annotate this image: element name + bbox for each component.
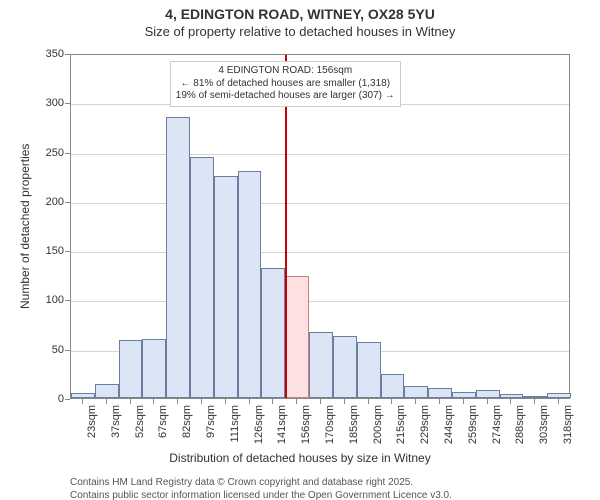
x-tick-mark xyxy=(225,399,226,404)
gridline xyxy=(71,252,569,253)
histogram-bar xyxy=(119,340,143,398)
y-tick-label: 150 xyxy=(24,245,64,257)
x-tick-mark xyxy=(82,399,83,404)
histogram-bar xyxy=(309,332,333,398)
histogram-bar xyxy=(452,392,476,398)
histogram-plot: 4 EDINGTON ROAD: 156sqm ← 81% of detache… xyxy=(70,54,570,399)
x-tick-mark xyxy=(487,399,488,404)
histogram-bar xyxy=(523,396,547,398)
x-tick-mark xyxy=(368,399,369,404)
x-tick-mark xyxy=(130,399,131,404)
x-tick-mark xyxy=(463,399,464,404)
annotation-box: 4 EDINGTON ROAD: 156sqm ← 81% of detache… xyxy=(170,61,401,107)
histogram-bar xyxy=(238,171,262,398)
histogram-bar xyxy=(357,342,381,398)
y-tick-label: 250 xyxy=(24,147,64,159)
x-tick-mark xyxy=(534,399,535,404)
x-tick-mark xyxy=(153,399,154,404)
y-tick-label: 300 xyxy=(24,97,64,109)
y-axis-label: Number of detached properties xyxy=(18,144,32,309)
x-tick-mark xyxy=(415,399,416,404)
footnote-line-1: Contains HM Land Registry data © Crown c… xyxy=(70,477,452,490)
x-tick-mark xyxy=(106,399,107,404)
histogram-bar xyxy=(166,117,190,398)
histogram-bar xyxy=(500,394,524,398)
page-subtitle: Size of property relative to detached ho… xyxy=(0,24,600,39)
x-axis-label: Distribution of detached houses by size … xyxy=(0,451,600,465)
x-tick-mark xyxy=(201,399,202,404)
histogram-bar xyxy=(95,384,119,398)
y-tick-label: 0 xyxy=(24,393,64,405)
histogram-bar xyxy=(261,268,285,398)
annotation-line-1: 4 EDINGTON ROAD: 156sqm xyxy=(176,65,395,78)
gridline xyxy=(71,203,569,204)
x-tick-mark xyxy=(249,399,250,404)
x-tick-mark xyxy=(177,399,178,404)
annotation-line-2: ← 81% of detached houses are smaller (1,… xyxy=(176,78,395,91)
footnote: Contains HM Land Registry data © Crown c… xyxy=(70,477,452,500)
y-tick-label: 50 xyxy=(24,344,64,356)
x-tick-mark xyxy=(391,399,392,404)
footnote-line-2: Contains public sector information licen… xyxy=(70,490,452,500)
histogram-bar xyxy=(404,386,428,398)
x-tick-mark xyxy=(510,399,511,404)
x-tick-mark xyxy=(344,399,345,404)
page-title: 4, EDINGTON ROAD, WITNEY, OX28 5YU xyxy=(0,6,600,22)
histogram-bar xyxy=(476,390,500,398)
histogram-bar xyxy=(142,339,166,398)
histogram-bar xyxy=(333,336,357,398)
x-tick-mark xyxy=(558,399,559,404)
y-tick-label: 200 xyxy=(24,196,64,208)
histogram-bar xyxy=(214,176,238,398)
gridline xyxy=(71,154,569,155)
x-tick-mark xyxy=(439,399,440,404)
histogram-bar xyxy=(428,388,452,398)
histogram-bar xyxy=(547,393,571,398)
histogram-bar xyxy=(190,157,214,399)
y-tick-label: 350 xyxy=(24,48,64,60)
gridline xyxy=(71,301,569,302)
y-tick-label: 100 xyxy=(24,294,64,306)
x-tick-mark xyxy=(296,399,297,404)
histogram-bar xyxy=(285,276,309,398)
x-tick-mark xyxy=(272,399,273,404)
x-tick-container: 23sqm37sqm52sqm67sqm82sqm97sqm111sqm126s… xyxy=(70,399,570,459)
histogram-bar xyxy=(381,374,405,398)
histogram-bar xyxy=(71,393,95,398)
x-tick-mark xyxy=(320,399,321,404)
annotation-line-3: 19% of semi-detached houses are larger (… xyxy=(176,90,395,103)
